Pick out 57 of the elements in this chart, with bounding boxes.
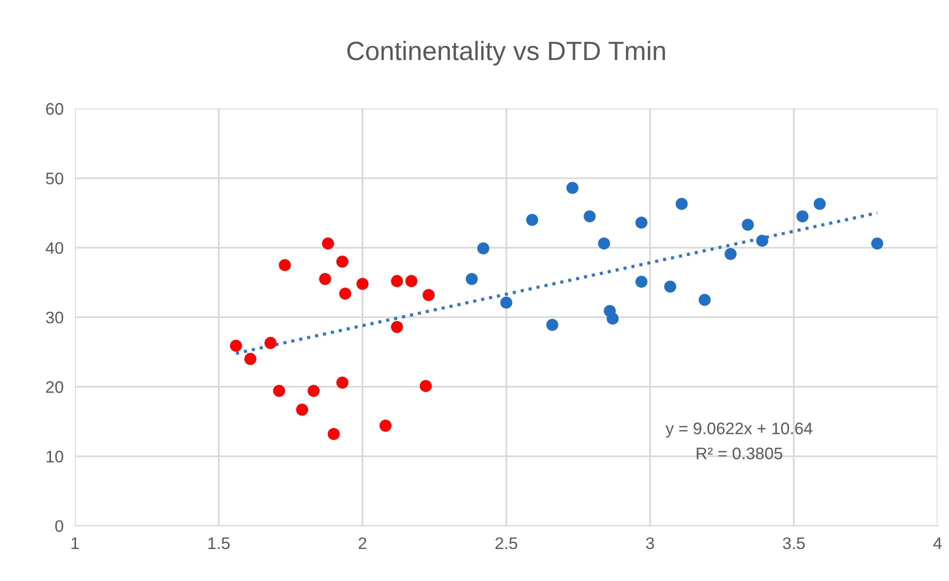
y-tick-label: 40 xyxy=(46,242,64,254)
y-tick-label: 60 xyxy=(46,103,64,115)
point xyxy=(742,218,754,231)
x-tick-label: 3.5 xyxy=(782,537,805,550)
point xyxy=(796,210,808,222)
x-tick-label: 2.5 xyxy=(496,537,518,550)
point xyxy=(635,216,648,229)
point xyxy=(296,404,308,416)
y-tick-label: 30 xyxy=(46,312,64,324)
point xyxy=(319,272,332,285)
x-tick-label: 1.5 xyxy=(208,538,230,550)
point xyxy=(814,198,826,210)
point xyxy=(391,275,404,288)
point xyxy=(405,275,418,288)
point xyxy=(664,280,676,293)
point xyxy=(322,238,334,250)
point xyxy=(273,384,286,397)
point xyxy=(328,428,340,440)
point xyxy=(230,340,242,352)
point xyxy=(635,276,648,288)
point xyxy=(566,182,578,194)
point xyxy=(606,312,619,325)
x-tick-label: 1 xyxy=(72,538,79,549)
y-tick-label: 10 xyxy=(46,450,64,462)
point xyxy=(871,238,884,250)
point xyxy=(380,420,392,432)
point xyxy=(308,384,320,397)
point xyxy=(356,278,369,290)
point xyxy=(420,380,432,392)
chart-title: Continentality vs DTD Tmin xyxy=(347,40,665,66)
point xyxy=(422,288,435,301)
x-tick-label: 2 xyxy=(358,537,366,549)
point xyxy=(278,259,291,272)
x-tick-label: 3 xyxy=(646,537,654,550)
point xyxy=(676,198,688,210)
annotation: R² = 0.3805 xyxy=(696,448,782,460)
point xyxy=(264,336,277,349)
y-tick-label: 0 xyxy=(55,520,64,532)
point xyxy=(244,352,256,365)
point xyxy=(336,256,348,268)
point xyxy=(391,320,404,333)
point xyxy=(477,242,490,254)
point xyxy=(756,234,768,247)
point xyxy=(336,376,348,389)
point xyxy=(724,248,737,260)
point xyxy=(698,294,711,306)
point xyxy=(500,296,512,309)
point xyxy=(584,210,596,222)
point xyxy=(598,238,610,250)
point xyxy=(466,272,478,285)
y-tick-label: 20 xyxy=(46,381,64,393)
annotation: y = 9.0622x + 10.64 xyxy=(666,422,812,438)
y-tick-label: 50 xyxy=(46,172,64,184)
point xyxy=(546,318,558,331)
point xyxy=(339,288,352,300)
point xyxy=(526,214,538,226)
x-tick-label: 4 xyxy=(933,538,942,549)
